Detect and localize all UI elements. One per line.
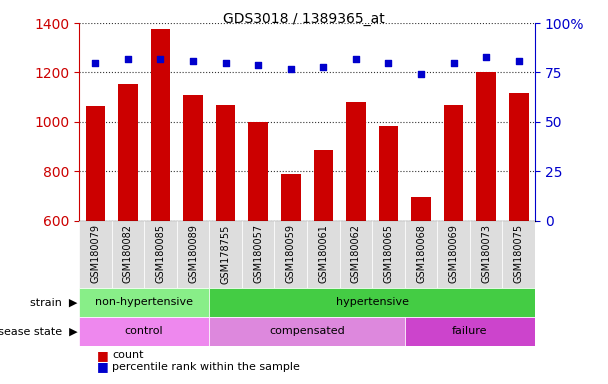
Bar [444, 104, 463, 221]
Point [286, 65, 295, 71]
Bar [151, 29, 170, 221]
Point [156, 56, 165, 62]
Text: hypertensive: hypertensive [336, 297, 409, 308]
Bar [118, 84, 137, 221]
Bar [470, 221, 502, 288]
Text: disease state  ▶: disease state ▶ [0, 326, 78, 336]
Text: GSM180069: GSM180069 [449, 224, 458, 283]
Bar [79, 221, 112, 288]
Text: GSM180061: GSM180061 [319, 224, 328, 283]
Text: failure: failure [452, 326, 488, 336]
Point [319, 63, 328, 70]
Text: GSM180059: GSM180059 [286, 224, 295, 283]
Bar [249, 122, 268, 221]
Bar [216, 104, 235, 221]
Bar [79, 288, 209, 317]
Point [416, 71, 426, 78]
Bar [405, 317, 535, 346]
Text: control: control [125, 326, 164, 336]
Text: ■: ■ [97, 360, 109, 373]
Text: GSM180065: GSM180065 [384, 224, 393, 283]
Bar [411, 197, 431, 221]
Text: GSM180068: GSM180068 [416, 224, 426, 283]
Bar [372, 221, 405, 288]
Text: GSM180079: GSM180079 [91, 224, 100, 283]
Point [221, 60, 230, 66]
Text: GSM180089: GSM180089 [188, 224, 198, 283]
Bar [86, 106, 105, 221]
Text: compensated: compensated [269, 326, 345, 336]
Bar [79, 317, 209, 346]
Point [254, 61, 263, 68]
Text: strain  ▶: strain ▶ [30, 297, 78, 308]
Point [449, 60, 458, 66]
Bar [112, 221, 144, 288]
Text: GSM180057: GSM180057 [253, 224, 263, 283]
Text: non-hypertensive: non-hypertensive [95, 297, 193, 308]
Bar [405, 221, 437, 288]
Bar [477, 73, 496, 221]
Bar [209, 288, 535, 317]
Text: GDS3018 / 1389365_at: GDS3018 / 1389365_at [223, 12, 385, 25]
Bar [281, 174, 300, 221]
Bar [183, 95, 203, 221]
Point [123, 56, 133, 62]
Bar [502, 221, 535, 288]
Text: ■: ■ [97, 349, 109, 362]
Bar [144, 221, 177, 288]
Bar [509, 93, 528, 221]
Text: count: count [112, 350, 144, 360]
Text: GSM178755: GSM178755 [221, 224, 230, 283]
Text: GSM180085: GSM180085 [156, 224, 165, 283]
Bar [437, 221, 470, 288]
Text: GSM180075: GSM180075 [514, 224, 523, 283]
Bar [209, 317, 405, 346]
Point [351, 56, 361, 62]
Bar [346, 102, 365, 221]
Point [188, 58, 198, 64]
Text: GSM180062: GSM180062 [351, 224, 361, 283]
Point [482, 54, 491, 60]
Point [514, 58, 523, 64]
Bar [340, 221, 372, 288]
Bar [314, 151, 333, 221]
Point [91, 60, 100, 66]
Text: percentile rank within the sample: percentile rank within the sample [112, 362, 300, 372]
Bar [379, 126, 398, 221]
Bar [209, 221, 242, 288]
Text: GSM180073: GSM180073 [481, 224, 491, 283]
Point [384, 60, 393, 66]
Bar [307, 221, 340, 288]
Bar [242, 221, 274, 288]
Text: GSM180082: GSM180082 [123, 224, 133, 283]
Bar [274, 221, 307, 288]
Bar [177, 221, 209, 288]
